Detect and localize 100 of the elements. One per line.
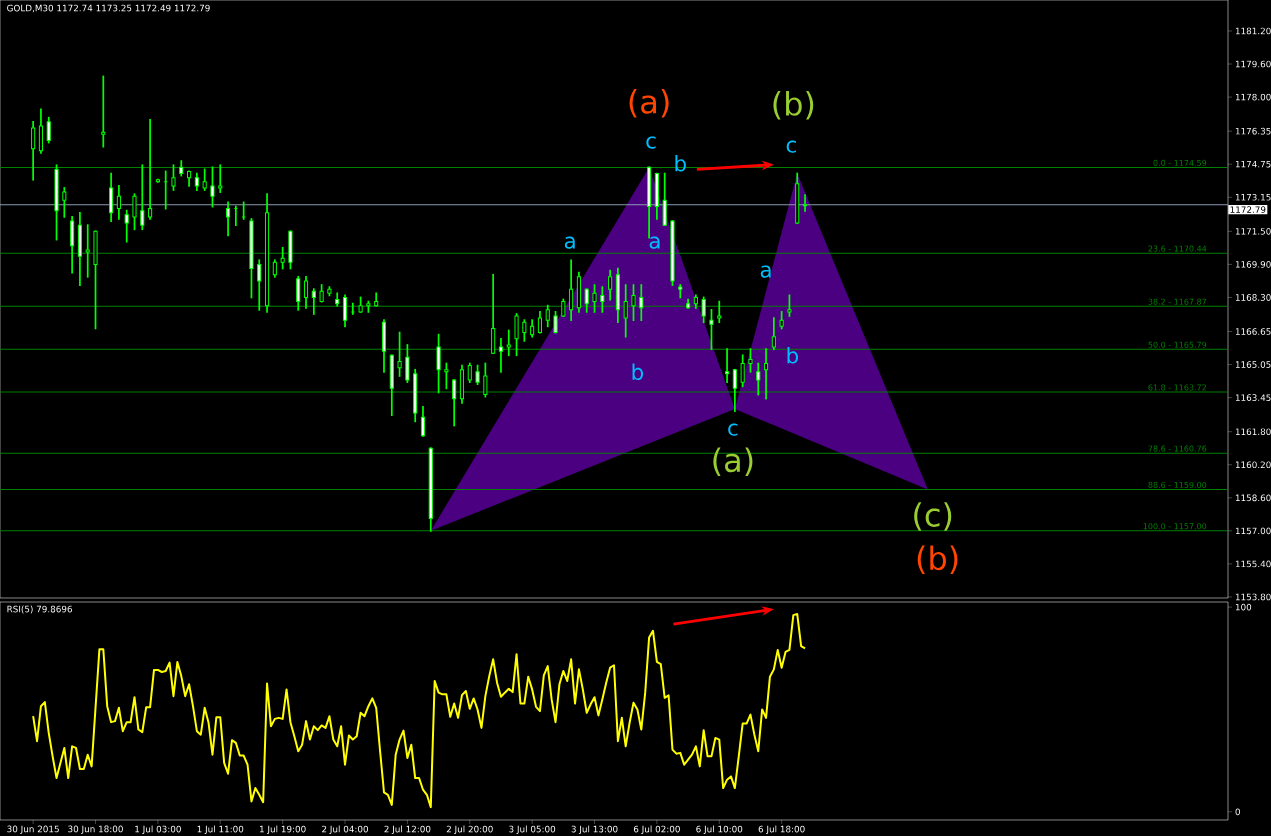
candlestick (584, 288, 589, 313)
x-tick-label: 6 Jul 10:00 (696, 825, 743, 835)
candlestick (444, 362, 449, 390)
ref-line-label: 1172.79 (1230, 206, 1266, 213)
candlestick (475, 364, 480, 386)
x-tick-label: 1 Jul 19:00 (260, 825, 306, 835)
y-tick-label: 1171.50 (1235, 228, 1271, 235)
annotation: 61.8 - 1163.72 (1148, 384, 1206, 391)
candlestick (709, 308, 714, 350)
candlestick (85, 224, 90, 278)
y-tick-label: 1168.30 (1235, 294, 1271, 301)
candlestick (631, 284, 636, 322)
y-tick-label: 1155.40 (1235, 560, 1271, 568)
x-tick-label: 3 Jul 05:00 (509, 825, 556, 835)
annotation: (b) (917, 545, 958, 575)
chart-title: RSI(5) 79.8696 (7, 605, 72, 614)
candlestick (202, 168, 207, 191)
candlestick (342, 294, 348, 328)
annotation: a (564, 236, 575, 249)
x-tick-label: 6 Jul 18:00 (758, 825, 805, 835)
candlestick (732, 368, 737, 412)
candlestick (725, 348, 730, 383)
candlestick (335, 292, 340, 307)
candlestick (483, 362, 488, 398)
y-tick-label: 0 (1235, 808, 1240, 816)
candlestick (467, 362, 472, 383)
y-tick-label: 1157.00 (1235, 527, 1271, 535)
annotation: b (675, 154, 686, 172)
y-tick-label: 1153.80 (1235, 593, 1271, 601)
annotation: b (787, 347, 798, 364)
candlestick (436, 333, 441, 394)
annotation: c (646, 136, 656, 149)
candlestick (639, 284, 644, 322)
candlestick (218, 164, 223, 193)
candlestick (701, 296, 706, 324)
x-tick-label: 2 Jul 04:00 (322, 825, 369, 835)
annotation: b (632, 363, 644, 381)
candlestick (210, 166, 215, 208)
candlestick (420, 406, 426, 437)
candlestick (553, 311, 558, 334)
y-tick-label: 1176.35 (1235, 127, 1271, 135)
candlestick (171, 164, 176, 191)
y-tick-label: 1160.20 (1235, 461, 1271, 469)
candlestick (802, 194, 808, 212)
y-tick-label: 1161.80 (1235, 428, 1271, 436)
annotation: 23.6 - 1170.44 (1148, 245, 1207, 252)
y-tick-label: 1169.90 (1235, 261, 1271, 268)
candlestick (756, 362, 761, 396)
candlestick (608, 269, 613, 301)
candlestick (116, 185, 121, 220)
annotation: c (786, 140, 796, 153)
candlestick (545, 304, 550, 328)
candlestick (46, 116, 51, 144)
y-tick-label: 1179.60 (1235, 60, 1271, 68)
candlestick (600, 286, 605, 313)
candlestick (514, 313, 519, 357)
chart-title: GOLD,M30 1172.74 1173.25 1172.49 1172.79 (7, 4, 210, 13)
candlestick (101, 75, 106, 148)
candlestick (140, 164, 145, 231)
x-tick-label: 3 Jul 13:00 (571, 825, 618, 835)
candlestick (740, 354, 745, 388)
x-tick-label: 2 Jul 20:00 (446, 825, 493, 835)
annotation: 0.0 - 1174.59 (1153, 159, 1207, 166)
candlestick (771, 317, 776, 350)
candlestick (241, 201, 246, 220)
candlestick (124, 209, 129, 243)
annotation: (c) (914, 502, 952, 531)
y-tick-label: 1166.65 (1235, 328, 1271, 335)
annotation: 38.2 - 1167.87 (1148, 298, 1207, 305)
candlestick (678, 284, 683, 299)
candlestick (226, 201, 231, 237)
candlestick (31, 121, 36, 181)
candlestick (522, 319, 527, 342)
x-tick-label: 6 Jul 02:00 (633, 825, 680, 835)
y-tick-label: 1163.45 (1235, 394, 1271, 401)
x-tick-label: 30 Jun 18:00 (68, 825, 123, 834)
candlestick (62, 187, 67, 218)
x-tick-label: 2 Jul 12:00 (384, 825, 431, 835)
candlestick (303, 275, 309, 309)
candlestick (592, 284, 597, 313)
candlestick (717, 300, 722, 324)
annotation: 50.0 - 1165.79 (1148, 341, 1207, 348)
candlestick (296, 275, 301, 311)
candlestick (763, 348, 769, 400)
annotation: 78.6 - 1160.76 (1148, 445, 1207, 452)
candlestick (405, 344, 410, 383)
x-tick-label: 30 Jun 2015 (7, 825, 59, 834)
line-series (32, 613, 807, 809)
y-tick-label: 1181.20 (1235, 27, 1271, 35)
candlestick (452, 379, 457, 427)
candlestick (280, 247, 285, 270)
candlestick (311, 288, 316, 315)
y-tick-label: 1165.05 (1235, 361, 1271, 368)
candlestick (397, 331, 402, 377)
y-tick-label: 1178.00 (1235, 93, 1271, 101)
candlestick (148, 118, 153, 220)
annotation: a (760, 265, 771, 278)
candlestick (787, 294, 792, 317)
candlestick (257, 259, 262, 311)
candlestick (498, 337, 504, 373)
